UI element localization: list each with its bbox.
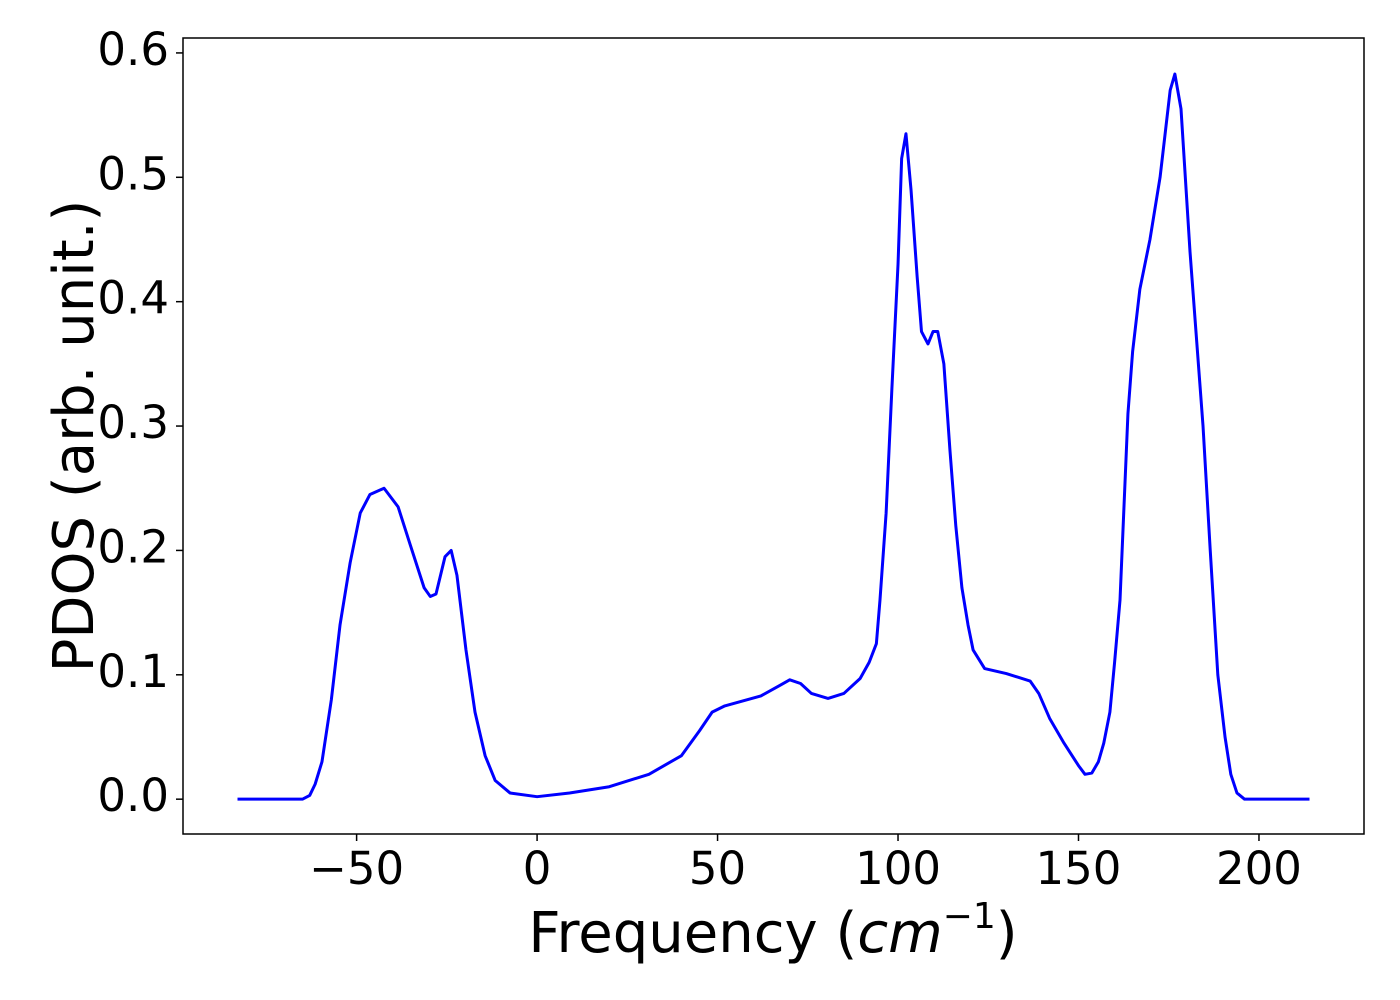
x-label-exponent: −1 [943,896,996,937]
x-label-text: ) [996,901,1018,966]
y-axis-label: PDOS (arb. unit.) [42,200,107,673]
x-label-text: Frequency ( [528,901,857,966]
x-tick-label: 150 [1036,842,1122,895]
y-tick-label: 0.3 [97,396,169,449]
y-tick-label: 0.6 [97,23,169,76]
y-tick-label: 0.1 [97,645,169,698]
x-tick-label: 200 [1216,842,1302,895]
x-label-unit: cm [857,901,942,966]
x-tick-label: 100 [855,842,941,895]
plot-frame [182,37,1365,835]
x-tick-label: 50 [689,842,746,895]
x-axis-label: Frequency (cm−1) [528,896,1017,966]
y-tick-label: 0.4 [97,272,169,325]
y-tick-label: 0.2 [97,520,169,573]
x-tick-label: 0 [523,842,552,895]
y-tick-label: 0.0 [97,769,169,822]
y-tick-label: 0.5 [97,147,169,200]
x-tick-label: −50 [309,842,404,895]
data-line [237,72,1310,801]
